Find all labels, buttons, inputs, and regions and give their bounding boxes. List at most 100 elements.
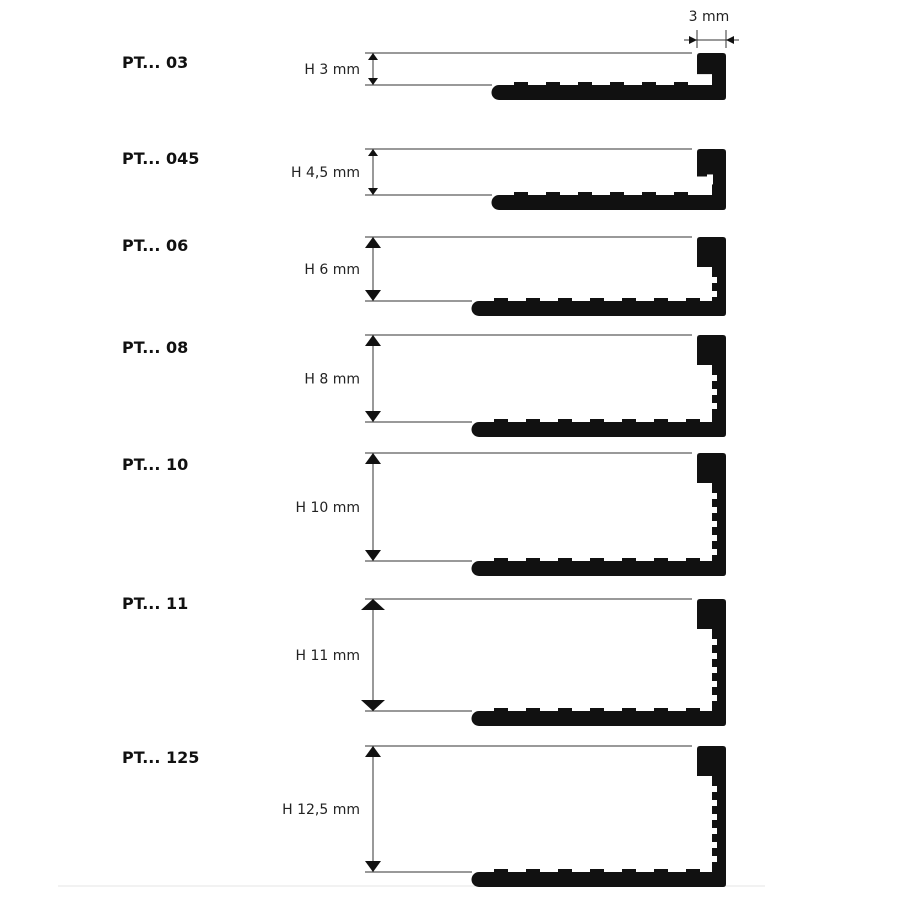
profile-rib: [558, 298, 572, 302]
profile-notch: [712, 389, 717, 395]
profile-rib: [526, 558, 540, 562]
height-label: H 4,5 mm: [291, 165, 360, 181]
arrowhead: [365, 335, 381, 346]
arrowhead: [365, 453, 381, 464]
profile-rib: [642, 192, 656, 196]
profile-rib: [590, 708, 604, 712]
profile-rib: [654, 869, 668, 873]
profile-rib: [558, 869, 572, 873]
profile-rib: [494, 869, 508, 873]
profile-rib: [654, 298, 668, 302]
arrowhead: [689, 36, 697, 44]
arrowhead: [365, 550, 381, 561]
profile-notch: [712, 842, 717, 848]
profile-notch: [712, 695, 717, 701]
profile-rib: [622, 558, 636, 562]
width-label: 3 mm: [689, 9, 730, 25]
arrowhead: [368, 78, 378, 85]
profile-rib: [686, 558, 700, 562]
profile-rib: [610, 192, 624, 196]
profile-notch: [712, 507, 717, 513]
profile-rib: [622, 298, 636, 302]
profile-rib: [558, 419, 572, 423]
profile-notch: [712, 521, 717, 527]
profile-notch: [712, 535, 717, 541]
profile-rib: [558, 558, 572, 562]
profile-code: PT... 06: [122, 236, 188, 255]
height-label: H 12,5 mm: [282, 802, 360, 818]
profile-rib: [590, 869, 604, 873]
profile-notch: [712, 828, 717, 834]
height-label: H 6 mm: [304, 262, 360, 278]
profile-shape: [491, 53, 726, 100]
arrowhead: [368, 53, 378, 60]
profile-rib: [622, 869, 636, 873]
profile-rib: [494, 558, 508, 562]
profile-rib: [546, 192, 560, 196]
profile-rib: [590, 298, 604, 302]
height-label: H 10 mm: [295, 500, 360, 516]
profile-rib: [654, 558, 668, 562]
profile-notch: [712, 653, 717, 659]
profile-notch: [712, 549, 717, 555]
profile-rib: [590, 419, 604, 423]
height-label: H 3 mm: [304, 62, 360, 78]
profile-rib: [514, 192, 528, 196]
profile-notch: [712, 403, 717, 409]
profile-rib: [674, 192, 688, 196]
profile-rib: [642, 82, 656, 86]
profile-rib: [546, 82, 560, 86]
profile-code: PT... 08: [122, 338, 188, 357]
arrowhead: [365, 237, 381, 248]
profile-rib: [526, 419, 540, 423]
profile-shape: [471, 335, 726, 437]
arrowhead: [368, 149, 378, 156]
profile-code: PT... 10: [122, 455, 188, 474]
arrowhead: [726, 36, 734, 44]
profile-shape: [471, 453, 726, 576]
profile-rib: [686, 298, 700, 302]
profile-notch: [712, 375, 717, 381]
profile-rib: [578, 192, 592, 196]
profile-code: PT... 03: [122, 53, 188, 72]
profile-rib: [622, 708, 636, 712]
arrowhead: [365, 746, 381, 757]
profile-notch: [712, 681, 717, 687]
height-label: H 8 mm: [304, 372, 360, 388]
profile-rib: [526, 298, 540, 302]
profile-notch: [712, 800, 717, 806]
height-label: H 11 mm: [295, 648, 360, 664]
profile-notch: [712, 639, 717, 645]
profile-rib: [654, 708, 668, 712]
arrowhead: [365, 290, 381, 301]
profile-code: PT... 11: [122, 594, 188, 613]
profile-rib: [686, 419, 700, 423]
profile-rib: [494, 419, 508, 423]
profile-notch: [712, 856, 717, 862]
profile-notch: [712, 786, 717, 792]
profile-code: PT... 045: [122, 149, 199, 168]
profile-rib: [610, 82, 624, 86]
arrowhead: [361, 599, 385, 610]
profile-rib: [526, 869, 540, 873]
profile-rib: [590, 558, 604, 562]
profile-rib: [622, 419, 636, 423]
arrowhead: [365, 861, 381, 872]
profile-rib: [654, 419, 668, 423]
profile-rib: [686, 708, 700, 712]
profile-rib: [514, 82, 528, 86]
profile-notch: [712, 493, 717, 499]
profile-shape: [491, 149, 726, 210]
profile-code: PT... 125: [122, 748, 199, 767]
profile-shape: [471, 746, 726, 887]
profile-rib: [494, 708, 508, 712]
profile-shape: [471, 237, 726, 316]
arrowhead: [365, 411, 381, 422]
profile-rib: [558, 708, 572, 712]
profile-notch: [712, 277, 717, 283]
profile-rib: [494, 298, 508, 302]
profile-shape: [471, 599, 726, 726]
profile-notch: [712, 667, 717, 673]
profile-notch: [707, 174, 713, 185]
